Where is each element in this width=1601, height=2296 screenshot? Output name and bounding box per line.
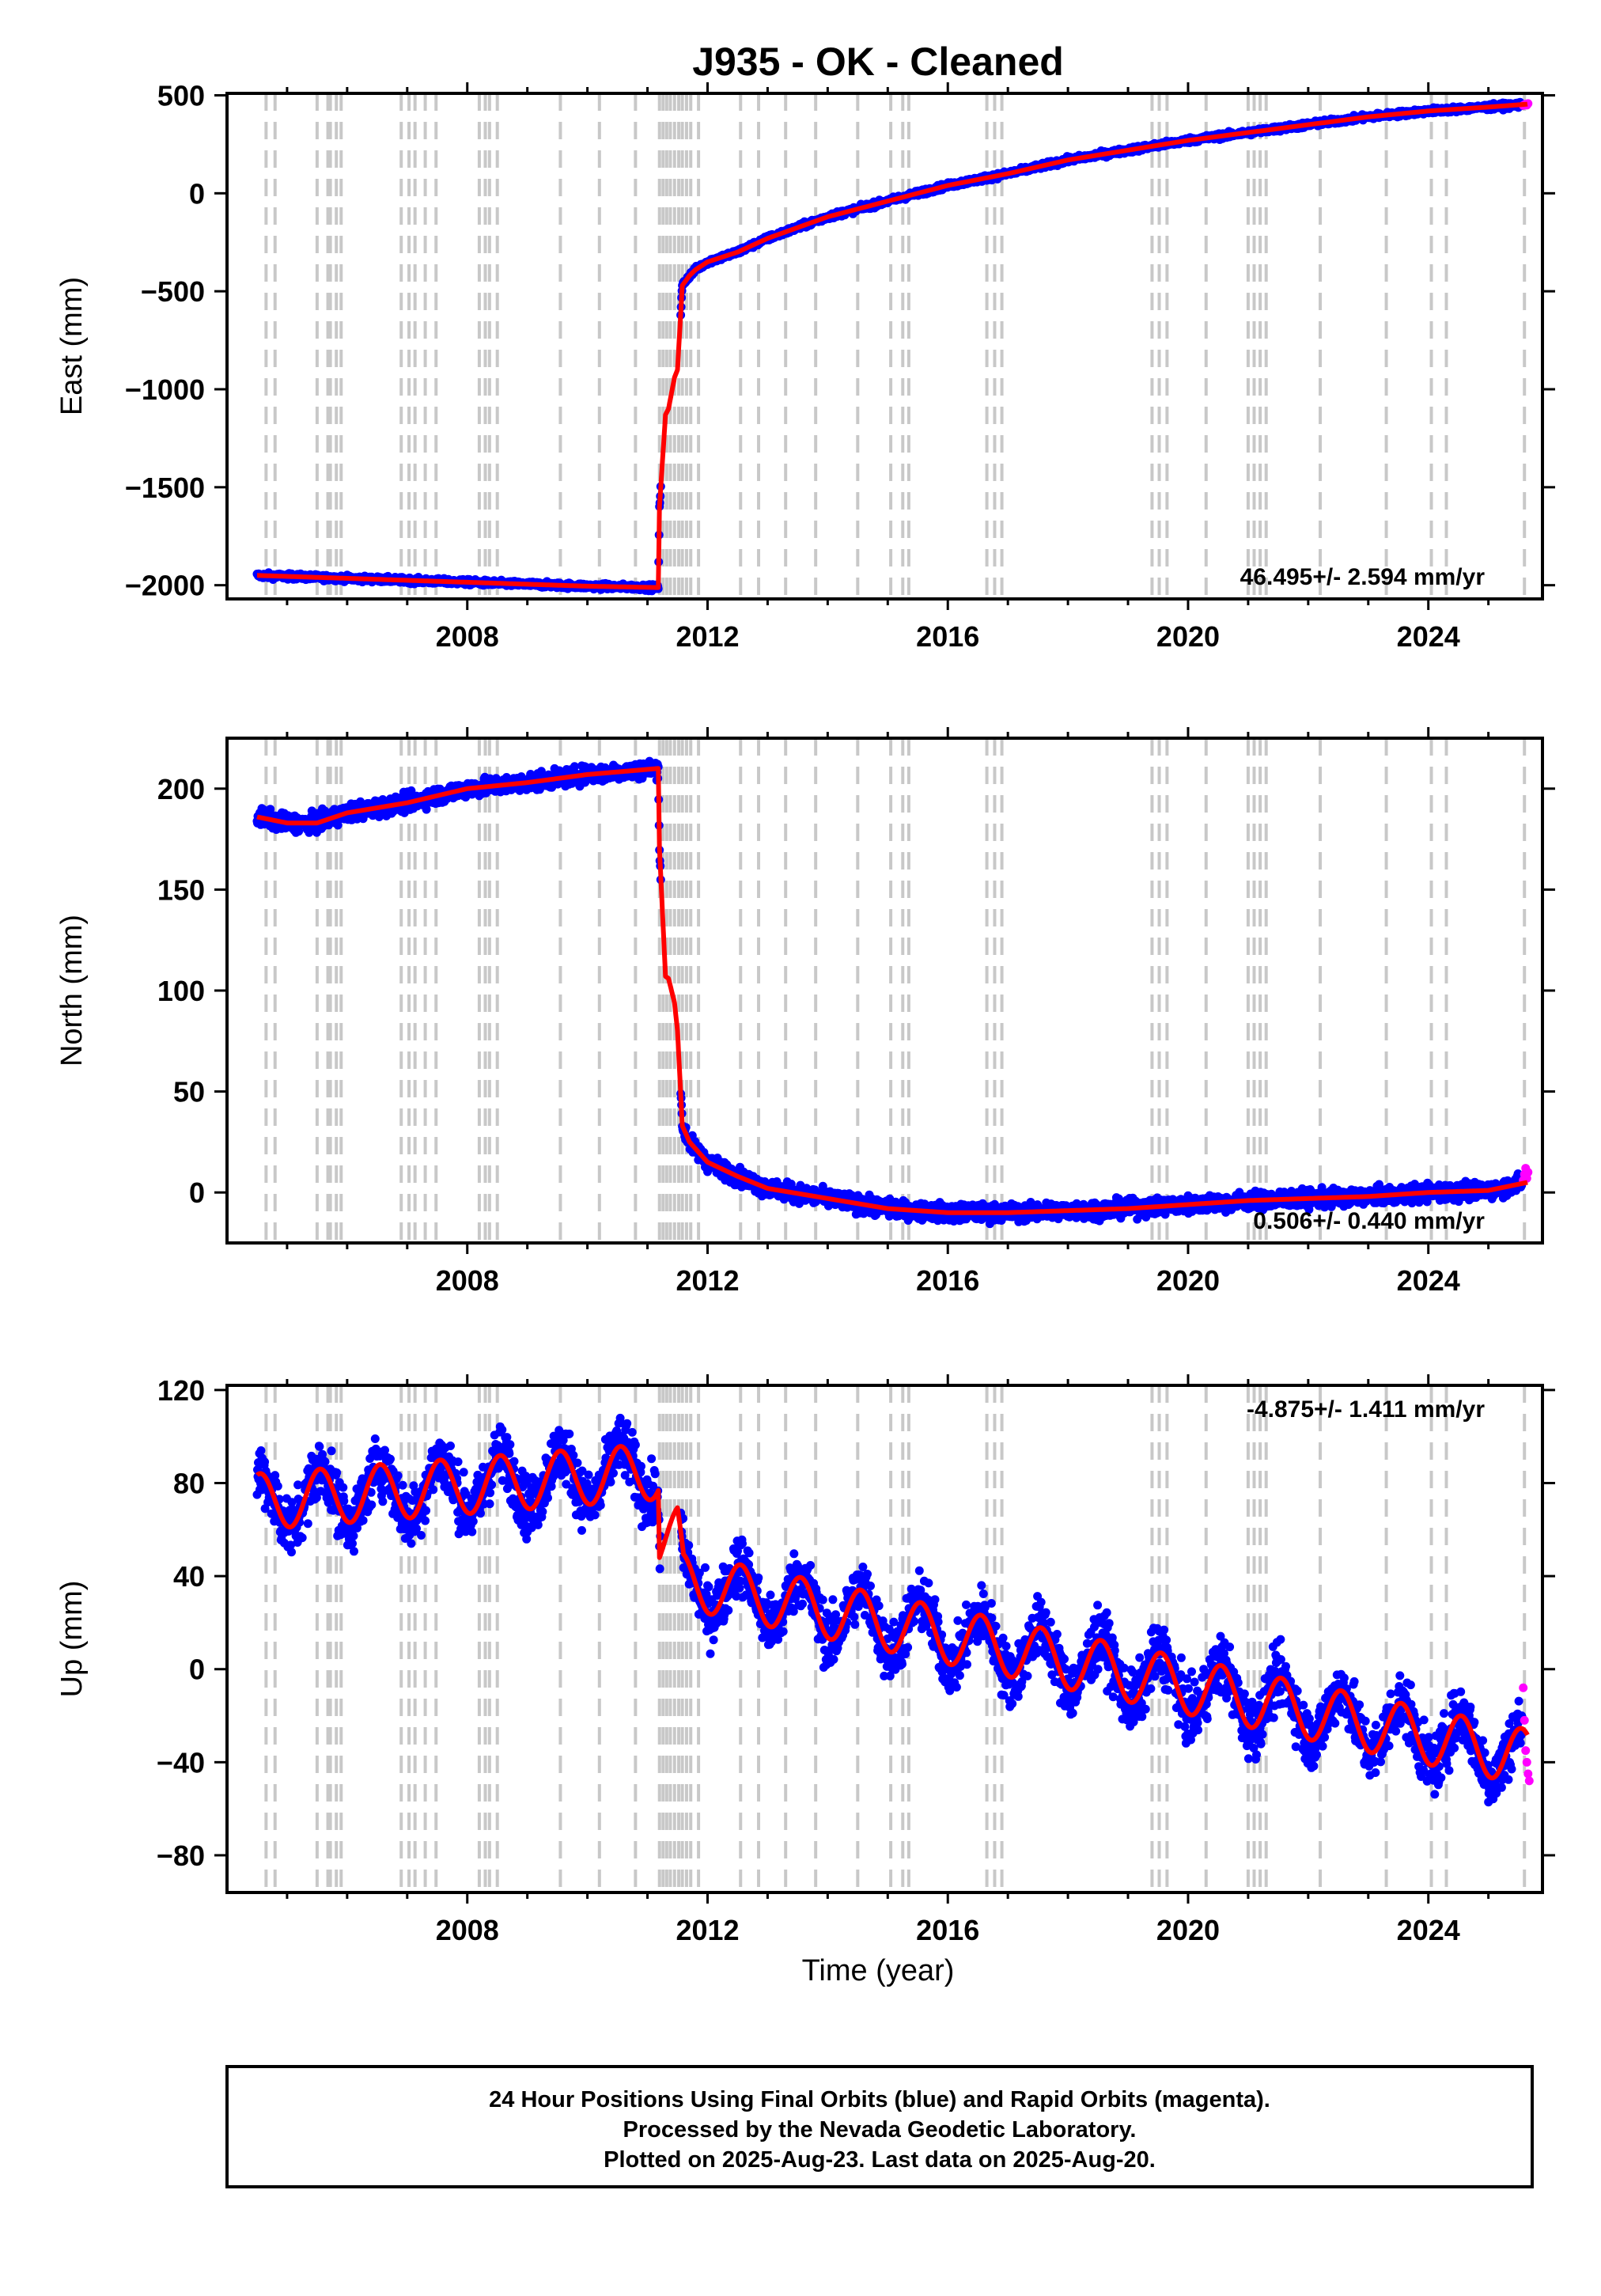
rate-annotation: -4.875+/- 1.411 mm/yr bbox=[1247, 1396, 1485, 1423]
y-tick-label: 120 bbox=[157, 1374, 205, 1407]
y-axis-label: North (mm) bbox=[55, 915, 89, 1067]
model-fit-line bbox=[255, 766, 1530, 1215]
footer-line-2: Processed by the Nevada Geodetic Laborat… bbox=[623, 2117, 1137, 2143]
rapid-orbit-point bbox=[1523, 1168, 1533, 1177]
x-tick-label: 2012 bbox=[676, 1914, 739, 1946]
plot-area bbox=[252, 93, 1533, 599]
rapid-orbit-point bbox=[1522, 1757, 1531, 1767]
rapid-orbit-point bbox=[1521, 1746, 1531, 1756]
x-axis-label: Time (year) bbox=[802, 1954, 955, 1987]
panel-north: 2008 2012 2016 2020 2024 200 150 100 50 0 North (m… bbox=[55, 727, 1555, 1297]
y-axis-label: East (mm) bbox=[55, 277, 89, 415]
x-tick-label: 2008 bbox=[436, 1264, 499, 1297]
footer-line-1: 24 Hour Positions Using Final Orbits (bl… bbox=[489, 2087, 1270, 2112]
plot-area bbox=[252, 1385, 1534, 1892]
x-tick-label: 2012 bbox=[676, 1264, 739, 1297]
x-tick-label: 2020 bbox=[1156, 620, 1220, 653]
x-tick-label: 2020 bbox=[1156, 1264, 1220, 1297]
y-tick-label: 80 bbox=[173, 1467, 205, 1499]
plot-frame bbox=[225, 1384, 1544, 1894]
plot-frame bbox=[225, 92, 1544, 601]
x-tick-label: 2020 bbox=[1156, 1914, 1220, 1946]
panels: 2008 2012 2016 2020 20245000−500−1000−1500−2… bbox=[55, 79, 1555, 1946]
x-tick-label: 2012 bbox=[676, 620, 739, 653]
x-tick-label: 2024 bbox=[1397, 1914, 1460, 1946]
footer-line-3: Plotted on 2025-Aug-23. Last data on 202… bbox=[604, 2147, 1156, 2173]
x-tick-label: 2024 bbox=[1397, 1264, 1460, 1297]
rapid-orbit-point bbox=[1523, 1769, 1533, 1779]
x-tick-label: 2008 bbox=[436, 620, 499, 653]
footer-box bbox=[225, 2065, 1534, 2188]
x-tick-label: 2016 bbox=[916, 1914, 979, 1946]
plot-area bbox=[252, 738, 1533, 1243]
rate-annotation: 46.495+/- 2.594 mm/yr bbox=[1240, 564, 1486, 590]
x-tick-label: 2016 bbox=[916, 620, 979, 653]
y-tick-label: 0 bbox=[189, 1176, 205, 1209]
y-tick-label: −40 bbox=[157, 1746, 205, 1779]
y-tick-label: −80 bbox=[157, 1839, 205, 1872]
rapid-orbit-point bbox=[1519, 1683, 1528, 1692]
x-tick-label: 2024 bbox=[1397, 620, 1460, 653]
figure-title: J935 - OK - Cleaned bbox=[692, 40, 1064, 84]
y-tick-label: −1500 bbox=[125, 472, 205, 504]
y-tick-label: 500 bbox=[157, 79, 205, 112]
y-tick-label: 50 bbox=[173, 1076, 205, 1108]
rapid-orbit-point bbox=[1524, 1776, 1534, 1786]
x-tick-label: 2016 bbox=[916, 1264, 979, 1297]
y-axis-label: Up (mm) bbox=[55, 1581, 89, 1698]
rate-annotation: 0.506+/- 0.440 mm/yr bbox=[1253, 1208, 1485, 1234]
y-tick-label: 100 bbox=[157, 975, 205, 1007]
y-tick-label: −1000 bbox=[125, 373, 205, 406]
y-tick-label: 0 bbox=[189, 1654, 205, 1686]
rapid-orbit-point bbox=[1520, 1715, 1529, 1725]
y-tick-label: 200 bbox=[157, 773, 205, 805]
y-tick-label: 40 bbox=[173, 1560, 205, 1593]
y-tick-label: −500 bbox=[141, 275, 205, 308]
x-tick-label: 2008 bbox=[436, 1914, 499, 1946]
final-orbit-points bbox=[252, 756, 1527, 1229]
model-fit-line bbox=[255, 1444, 1530, 1781]
final-orbit-points bbox=[252, 97, 1527, 596]
panel-up: 2008 2012 2016 2020 2024 120 80 40 0 −40 −80 Up (mm… bbox=[55, 1374, 1555, 1946]
panel-east: 2008 2012 2016 2020 2024 500 0 −500 −1000 −1500 −2… bbox=[55, 79, 1555, 653]
y-tick-label: 150 bbox=[157, 873, 205, 906]
y-tick-label: −2000 bbox=[125, 570, 205, 602]
model-fit-line bbox=[255, 101, 1530, 590]
y-tick-label: 0 bbox=[189, 177, 205, 210]
final-orbit-points bbox=[252, 1413, 1527, 1807]
